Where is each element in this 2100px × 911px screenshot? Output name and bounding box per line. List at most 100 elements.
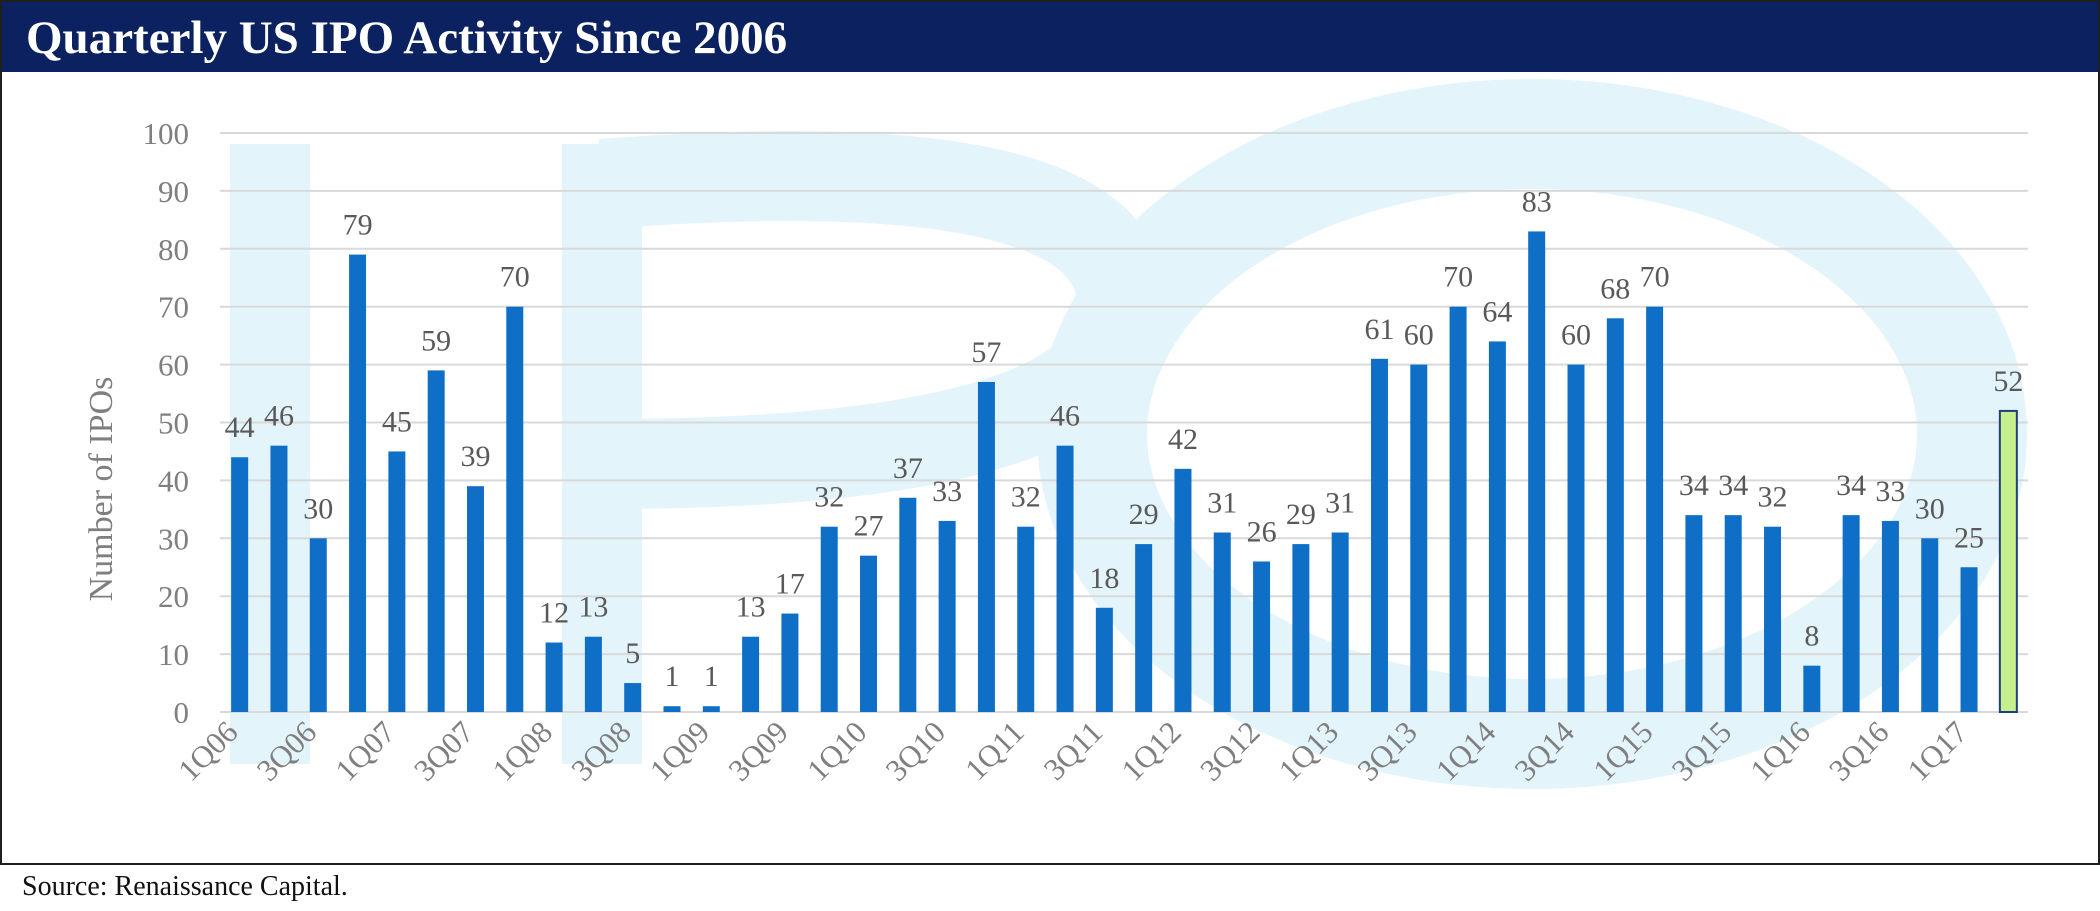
bar-4Q10 — [977, 381, 995, 712]
bar-3Q13 — [1410, 364, 1428, 712]
data-label: 79 — [343, 209, 373, 242]
x-tick-label: 1Q11 — [958, 714, 1031, 787]
bar-3Q08 — [624, 683, 642, 712]
data-label: 32 — [814, 481, 844, 514]
bar-2Q07 — [427, 370, 445, 712]
y-tick-label: 20 — [158, 579, 189, 614]
bar-1Q07 — [388, 451, 406, 712]
bar-2Q15 — [1685, 515, 1703, 712]
y-tick-label: 100 — [143, 116, 190, 151]
chart-area: 0 10 20 30 40 50 60 70 80 90 100 44 46 30 79 45 59 39 70 1… — [83, 79, 2028, 789]
bar-1Q10 — [860, 555, 878, 712]
bar-4Q14 — [1606, 318, 1624, 712]
bar-3Q09 — [781, 613, 799, 712]
data-label: 26 — [1247, 515, 1277, 548]
data-label: 32 — [1758, 481, 1788, 514]
title-bar: Quarterly US IPO Activity Since 2006 — [2, 2, 2098, 72]
x-tick-label: 3Q16 — [1822, 714, 1895, 787]
data-label: 29 — [1129, 498, 1159, 531]
data-label: 37 — [893, 452, 923, 485]
bar-1Q14 — [1488, 341, 1506, 712]
bar-3Q06 — [309, 538, 327, 712]
y-tick-label: 10 — [158, 637, 189, 672]
bars — [231, 231, 2018, 713]
data-label: 12 — [539, 597, 569, 630]
x-tick-label: 1Q09 — [643, 714, 716, 787]
data-label: 13 — [578, 591, 608, 624]
data-label: 33 — [932, 475, 962, 508]
y-tick-label: 80 — [158, 232, 189, 267]
bar-4Q16 — [1921, 538, 1939, 712]
x-tick-label: 1Q10 — [800, 714, 873, 787]
x-axis: 1Q06 3Q06 1Q07 3Q07 1Q08 3Q08 1Q09 3Q09 1Q10 3Q10… — [171, 714, 1974, 788]
bar-1Q15 — [1646, 306, 1664, 712]
data-label: 46 — [264, 400, 294, 433]
bar-1Q09 — [702, 706, 720, 712]
bar-2Q14 — [1528, 231, 1546, 712]
data-label: 32 — [1011, 481, 1041, 514]
bar-1Q12 — [1174, 468, 1192, 712]
bar-2Q11 — [1056, 445, 1074, 712]
data-label: 1 — [665, 660, 680, 693]
data-label: 61 — [1364, 313, 1394, 346]
bar-1Q08 — [545, 642, 563, 712]
data-label: 70 — [1443, 261, 1473, 294]
data-label: 18 — [1089, 562, 1119, 595]
bar-4Q12 — [1292, 544, 1310, 712]
data-label: 34 — [1718, 469, 1748, 502]
data-label: 5 — [625, 637, 640, 670]
bar-2Q09 — [742, 636, 760, 712]
data-label: 34 — [1679, 469, 1709, 502]
bar-3Q16 — [1881, 520, 1899, 712]
data-label: 13 — [736, 591, 766, 624]
data-label: 17 — [775, 568, 805, 601]
data-label: 42 — [1168, 423, 1198, 456]
bar-4Q07 — [506, 306, 524, 712]
bar-4Q09 — [820, 526, 838, 712]
y-tick-label: 40 — [158, 463, 189, 498]
x-tick-label: 3Q10 — [879, 714, 952, 787]
bar-3Q14 — [1567, 364, 1585, 712]
bar-1Q16 — [1803, 665, 1821, 712]
x-tick-label: 1Q08 — [486, 714, 559, 787]
x-tick-label: 1Q17 — [1901, 714, 1974, 787]
x-tick-label: 3Q07 — [407, 714, 480, 787]
bar-1Q11 — [1017, 526, 1035, 712]
data-label: 57 — [971, 336, 1001, 369]
bar-4Q11 — [1135, 544, 1153, 712]
bar-2Q08 — [584, 636, 602, 712]
bar-3Q15 — [1724, 515, 1742, 712]
data-label: 29 — [1286, 498, 1316, 531]
data-label: 30 — [1915, 492, 1945, 525]
data-label: 60 — [1561, 319, 1591, 352]
x-tick-label: 1Q07 — [328, 714, 401, 787]
bar-2Q13 — [1370, 358, 1388, 712]
bar-3Q07 — [466, 486, 484, 712]
data-label: 44 — [225, 411, 255, 444]
y-tick-label: 70 — [158, 290, 189, 325]
x-tick-label: 3Q11 — [1037, 714, 1110, 787]
chart-title: Quarterly US IPO Activity Since 2006 — [26, 12, 788, 64]
bar-2Q17 — [1998, 409, 2018, 713]
y-tick-label: 90 — [158, 174, 189, 209]
data-label: 59 — [421, 324, 451, 357]
bar-3Q10 — [938, 520, 956, 712]
data-label: 39 — [460, 440, 490, 473]
data-label: 8 — [1804, 620, 1819, 653]
data-label: 31 — [1207, 487, 1237, 520]
data-label: 52 — [1993, 365, 2023, 398]
bar-2Q12 — [1213, 532, 1231, 712]
data-label: 30 — [303, 492, 333, 525]
data-label: 31 — [1325, 487, 1355, 520]
bar-4Q15 — [1764, 526, 1782, 712]
bar-1Q13 — [1331, 532, 1349, 712]
chart-frame: Quarterly US IPO Activity Since 2006 0 10… — [0, 0, 2100, 865]
data-label: 46 — [1050, 400, 1080, 433]
y-tick-label: 30 — [158, 521, 189, 556]
bar-1Q17 — [1960, 567, 1978, 712]
bar-3Q11 — [1095, 607, 1113, 712]
y-axis-title: Number of IPOs — [83, 377, 120, 602]
x-tick-label: 3Q09 — [721, 714, 794, 787]
bar-4Q06 — [349, 254, 367, 712]
